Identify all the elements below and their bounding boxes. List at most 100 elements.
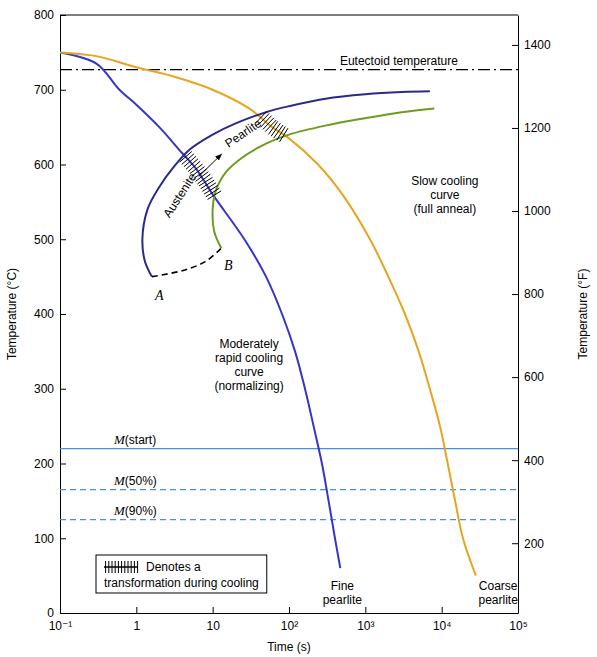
annotation: A — [154, 288, 164, 303]
legend-label: transformation during cooling — [104, 576, 259, 590]
y2-axis-tick-label: 1200 — [524, 121, 551, 135]
y-axis-tick-label: 0 — [47, 606, 54, 620]
y2-axis-tick-label: 800 — [524, 287, 544, 301]
x-axis-line — [61, 613, 519, 614]
reference-line-label: M(start) — [113, 432, 156, 447]
annotation-line: curve — [234, 365, 264, 379]
y-axis-tick-mark — [60, 314, 66, 315]
y2-axis-tick-mark — [512, 211, 518, 212]
y-axis-tick: 700 — [34, 83, 66, 97]
y-axis-tick-label: 700 — [34, 83, 54, 97]
y2-axis-line — [518, 16, 519, 614]
reference-line-label: M(90%) — [113, 503, 157, 518]
y-axis-tick-label: 600 — [34, 158, 54, 172]
y2-axis-tick-mark — [512, 543, 518, 544]
annotation-line: Coarse — [479, 579, 518, 593]
y2-axis-tick-mark — [512, 128, 518, 129]
x-axis-tick-label: 10⁵ — [509, 619, 527, 633]
y-axis-tick-label: 800 — [34, 8, 54, 22]
annotation-line: Slow cooling — [411, 174, 478, 188]
x-axis-tick-label: 1 — [133, 619, 140, 633]
reference-line — [60, 519, 518, 520]
series-line — [60, 52, 340, 568]
y-axis-tick: 300 — [34, 382, 66, 396]
y-axis-tick: 600 — [34, 158, 66, 172]
annotation: Pearlite — [222, 116, 264, 151]
annotation-line: Moderately — [219, 337, 278, 351]
y2-axis-tick: 1200 — [512, 121, 551, 135]
legend-sample-hatch — [106, 561, 138, 573]
y-axis-tick: 800 — [34, 8, 66, 22]
x-axis-tick-label: 10⁴ — [433, 619, 452, 633]
x-axis-tick: 10⁴ — [433, 607, 452, 633]
x-axis-tick-mark — [213, 607, 214, 613]
annotation: Moderatelyrapid coolingcurve(normalizing… — [214, 337, 283, 393]
y2-axis-title: Temperature (°F) — [576, 269, 590, 360]
y-axis-tick: 200 — [34, 457, 66, 471]
x-axis-tick: 10² — [281, 607, 298, 633]
reference-line — [60, 69, 518, 70]
chart-svg: 10⁻¹ 1 10 10² 10³ 10⁴ 10⁵ 0 100 200 300 400 500 600 70… — [0, 0, 597, 657]
y2-axis-tick: 600 — [512, 370, 544, 384]
y2-axis: 200 400 600 800 1000 1200 1400 — [512, 16, 551, 614]
annotation-line: Pearlite — [222, 116, 264, 151]
y-axis-tick: 0 — [47, 606, 66, 620]
y2-axis-tick: 1400 — [512, 38, 551, 52]
x-axis-tick-label: 10⁻¹ — [49, 619, 73, 633]
annotation-line: (normalizing) — [214, 379, 283, 393]
annotation: Austenite — [160, 170, 199, 220]
y-axis-tick: 500 — [34, 233, 66, 247]
y-axis-tick: 400 — [34, 307, 66, 321]
y-axis-tick-mark — [60, 165, 66, 166]
y-axis-tick-mark — [60, 239, 66, 240]
annotation: B — [224, 258, 233, 273]
y2-axis-tick-label: 600 — [524, 370, 544, 384]
y2-axis-tick-label: 400 — [524, 454, 544, 468]
series-line — [213, 108, 435, 248]
x-axis-tick-mark — [365, 607, 366, 613]
reference-line-label: Eutectoid temperature — [340, 54, 458, 68]
y2-axis-tick-label: 1000 — [524, 204, 551, 218]
y2-axis-tick-mark — [512, 294, 518, 295]
y-axis-tick-mark — [60, 15, 66, 16]
y2-axis-tick-label: 1400 — [524, 38, 551, 52]
x-axis-tick-label: 10² — [281, 619, 298, 633]
y2-axis-tick-label: 200 — [524, 537, 544, 551]
annotation: Coarsepearlite — [479, 579, 519, 607]
y-axis-tick-mark — [60, 613, 66, 614]
y-axis-tick-label: 500 — [34, 233, 54, 247]
annotation-line: Fine — [331, 579, 355, 593]
legend: Denotes atransformation during cooling — [96, 555, 267, 593]
annotation: Finepearlite — [323, 579, 363, 607]
x-axis-tick: 1 — [133, 607, 140, 633]
x-axis-tick-label: 10 — [206, 619, 220, 633]
legend-box — [96, 555, 267, 593]
background — [0, 0, 597, 657]
y2-axis-tick-mark — [512, 460, 518, 461]
plot-frame-top — [60, 15, 518, 16]
chart-container: 10⁻¹ 1 10 10² 10³ 10⁴ 10⁵ 0 100 200 300 400 500 600 70… — [0, 0, 597, 657]
x-axis: 10⁻¹ 1 10 10² 10³ 10⁴ 10⁵ — [49, 607, 528, 633]
annotation-line: Austenite — [160, 170, 199, 220]
series-line — [60, 52, 476, 575]
y-axis-tick-label: 400 — [34, 307, 54, 321]
reference-line — [60, 489, 518, 490]
y-axis: 0 100 200 300 400 500 600 700 800 — [34, 8, 66, 620]
annotation-line: pearlite — [323, 593, 363, 607]
x-axis-tick-label: 10³ — [357, 619, 374, 633]
y2-axis-tick: 400 — [512, 454, 544, 468]
annotation-line: pearlite — [479, 593, 519, 607]
reference-line — [60, 448, 518, 449]
reference-line-label: M(50%) — [113, 473, 157, 488]
y-axis-title: Temperature (°C) — [5, 268, 19, 360]
y-axis-tick-mark — [60, 464, 66, 465]
text-layer: Eutectoid temperature M(start) M(50%) M(90%… — [113, 54, 518, 607]
series-line — [142, 91, 429, 276]
y-axis-tick: 100 — [34, 532, 66, 546]
y2-axis-tick: 200 — [512, 537, 544, 551]
series-line — [152, 248, 221, 276]
y-axis-tick-mark — [60, 538, 66, 539]
y2-axis-tick: 1000 — [512, 204, 551, 218]
y-axis-tick-mark — [60, 90, 66, 91]
y2-axis-tick: 800 — [512, 287, 544, 301]
